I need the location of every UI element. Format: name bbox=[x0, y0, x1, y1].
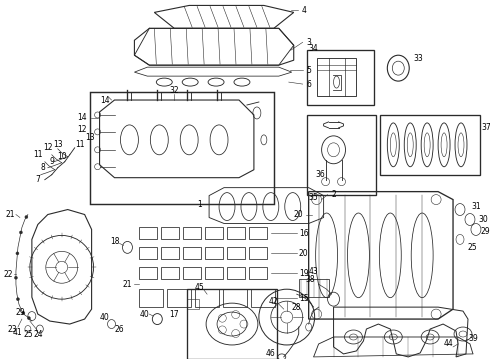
Text: 31: 31 bbox=[471, 202, 481, 211]
Bar bbox=[227, 267, 245, 279]
Bar bbox=[183, 267, 201, 279]
Bar bbox=[249, 247, 267, 259]
Bar bbox=[161, 267, 179, 279]
Text: 22: 22 bbox=[3, 270, 13, 279]
Text: 30: 30 bbox=[478, 215, 488, 224]
Text: 4: 4 bbox=[301, 6, 306, 15]
Text: 25: 25 bbox=[467, 243, 477, 252]
Text: 14: 14 bbox=[100, 95, 109, 104]
Text: 34: 34 bbox=[309, 44, 318, 53]
Text: 33: 33 bbox=[414, 54, 423, 63]
Bar bbox=[161, 247, 179, 259]
Bar bbox=[249, 228, 267, 239]
Text: 38: 38 bbox=[306, 275, 316, 284]
Text: 11: 11 bbox=[75, 140, 84, 149]
Text: 24: 24 bbox=[33, 329, 43, 338]
Text: 9: 9 bbox=[49, 157, 54, 166]
Circle shape bbox=[20, 231, 23, 234]
Text: 26: 26 bbox=[115, 324, 124, 333]
Bar bbox=[317, 58, 356, 96]
Text: 23: 23 bbox=[7, 324, 17, 333]
Text: 17: 17 bbox=[170, 310, 179, 319]
Bar bbox=[139, 228, 157, 239]
Text: 44: 44 bbox=[443, 339, 453, 348]
Text: 41: 41 bbox=[13, 328, 23, 337]
Text: 3: 3 bbox=[306, 38, 311, 47]
Text: 29: 29 bbox=[15, 307, 24, 316]
Text: 40: 40 bbox=[99, 312, 109, 321]
Text: 10: 10 bbox=[57, 152, 67, 161]
Circle shape bbox=[17, 298, 20, 301]
Bar bbox=[195, 289, 219, 307]
Bar bbox=[299, 279, 329, 297]
Circle shape bbox=[14, 276, 18, 279]
Text: 40: 40 bbox=[140, 310, 149, 319]
Bar bbox=[161, 228, 179, 239]
Bar bbox=[227, 228, 245, 239]
Bar bbox=[205, 247, 223, 259]
Text: 39: 39 bbox=[468, 334, 478, 343]
Text: 35: 35 bbox=[309, 193, 318, 202]
Circle shape bbox=[25, 216, 28, 219]
Text: 28: 28 bbox=[292, 303, 301, 312]
Bar bbox=[251, 289, 275, 307]
Bar bbox=[183, 228, 201, 239]
Text: 25: 25 bbox=[23, 329, 33, 338]
Text: 13: 13 bbox=[85, 133, 95, 142]
Text: 29: 29 bbox=[480, 227, 490, 236]
Circle shape bbox=[22, 312, 25, 315]
Bar bbox=[187, 289, 277, 359]
Bar bbox=[249, 267, 267, 279]
Bar bbox=[139, 267, 157, 279]
Circle shape bbox=[16, 252, 19, 255]
Text: 20: 20 bbox=[294, 210, 303, 219]
Text: 11: 11 bbox=[33, 150, 43, 159]
Text: 6: 6 bbox=[306, 80, 311, 89]
Text: 32: 32 bbox=[170, 86, 179, 95]
Bar bbox=[205, 228, 223, 239]
Text: 45: 45 bbox=[194, 283, 204, 292]
Bar bbox=[307, 50, 374, 105]
Text: 5: 5 bbox=[306, 66, 311, 75]
Text: 2: 2 bbox=[331, 190, 336, 199]
Bar bbox=[90, 92, 274, 203]
Text: 13: 13 bbox=[53, 140, 63, 149]
Text: 8: 8 bbox=[41, 163, 45, 172]
Bar bbox=[380, 115, 480, 175]
Text: 16: 16 bbox=[299, 229, 309, 238]
Text: 14: 14 bbox=[77, 113, 86, 122]
Bar bbox=[307, 115, 376, 195]
Circle shape bbox=[27, 316, 30, 320]
Text: 20: 20 bbox=[299, 249, 309, 258]
Text: 21: 21 bbox=[5, 210, 15, 219]
Text: 46: 46 bbox=[266, 350, 276, 359]
Text: 7: 7 bbox=[35, 175, 40, 184]
Text: 12: 12 bbox=[43, 143, 52, 152]
Text: 21: 21 bbox=[122, 280, 132, 289]
Text: 1: 1 bbox=[197, 200, 201, 209]
Text: 37: 37 bbox=[481, 123, 490, 132]
Bar bbox=[223, 289, 247, 307]
Bar bbox=[139, 247, 157, 259]
Text: 18: 18 bbox=[110, 237, 119, 246]
Bar bbox=[183, 247, 201, 259]
Bar bbox=[205, 267, 223, 279]
Text: 19: 19 bbox=[299, 269, 309, 278]
Bar bbox=[167, 289, 191, 307]
Text: 43: 43 bbox=[309, 267, 318, 276]
Text: 12: 12 bbox=[77, 125, 86, 134]
Text: 36: 36 bbox=[316, 170, 325, 179]
Text: 15: 15 bbox=[299, 294, 309, 303]
Text: 42: 42 bbox=[269, 297, 279, 306]
Bar bbox=[139, 289, 163, 307]
Bar bbox=[227, 247, 245, 259]
